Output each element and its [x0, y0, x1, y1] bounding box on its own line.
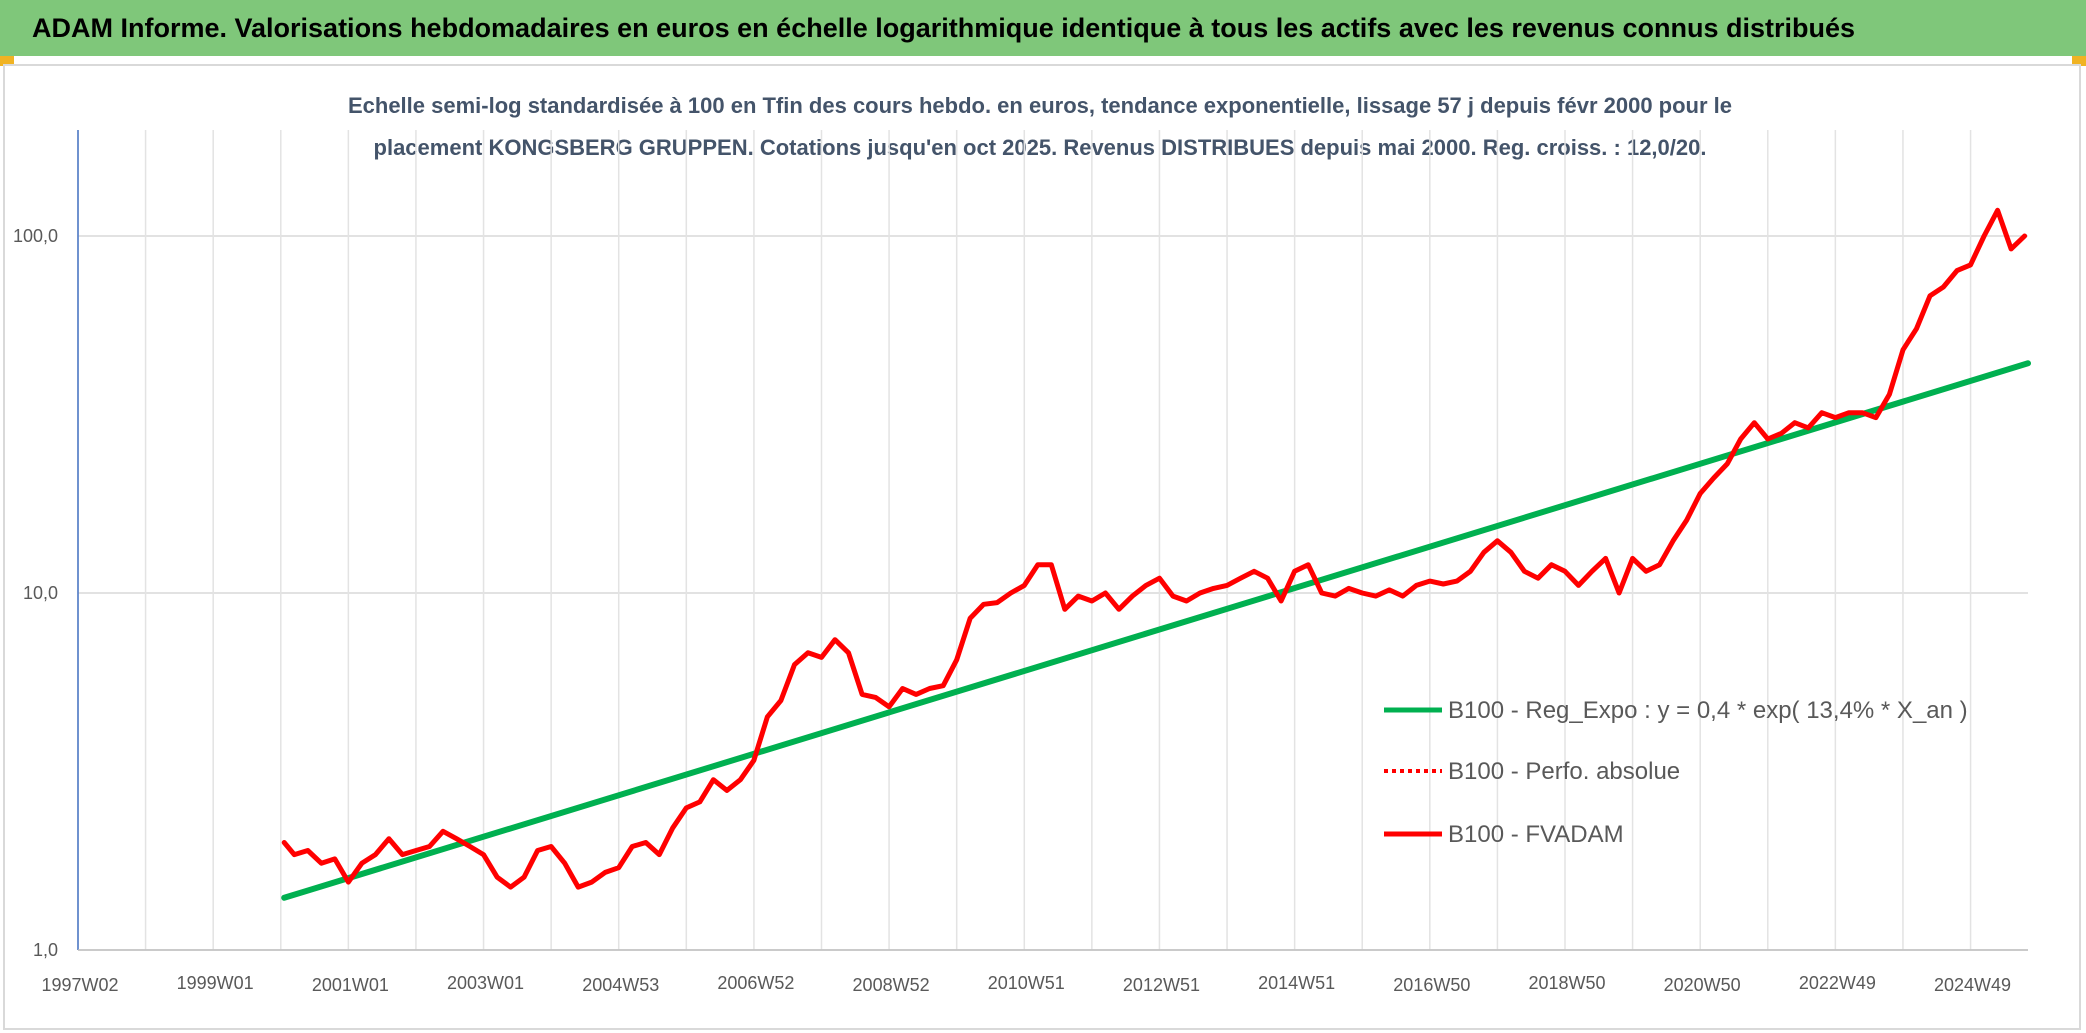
x-tick-label: 2004W53 [582, 975, 659, 995]
x-tick-label: 2022W49 [1799, 973, 1876, 993]
series-line-2 [281, 207, 2028, 890]
x-tick-label: 2018W50 [1528, 973, 1605, 993]
x-tick-label: 2006W52 [717, 973, 794, 993]
y-tick-label: 100,0 [13, 226, 58, 246]
x-tick-label: 2010W51 [988, 973, 1065, 993]
x-tick-label: 2014W51 [1258, 973, 1335, 993]
x-tick-label: 1999W01 [177, 973, 254, 993]
series-line-0 [281, 360, 2031, 901]
x-tick-label: 2024W49 [1934, 975, 2011, 995]
report-banner: ADAM Informe. Valorisations hebdomadaire… [0, 0, 2086, 56]
chart-title-line2: placement KONGSBERG GRUPPEN. Cotations j… [373, 135, 1707, 160]
legend-label-2: B100 - FVADAM [1448, 821, 1624, 848]
x-tick-label: 2008W52 [853, 975, 930, 995]
y-tick-label: 10,0 [23, 583, 58, 603]
x-tick-label: 2003W01 [447, 973, 524, 993]
corner-mark-left [0, 56, 14, 66]
x-tick-label: 1997W02 [41, 975, 118, 995]
x-tick-label: 2020W50 [1664, 975, 1741, 995]
legend-label-1: B100 - Perfo. absolue [1448, 758, 1680, 785]
x-tick-label: 2016W50 [1393, 975, 1470, 995]
chart-frame [3, 64, 2081, 1030]
chart-title-line1: Echelle semi-log standardisée à 100 en T… [347, 93, 1733, 118]
x-tick-label: 2001W01 [312, 975, 389, 995]
y-tick-label: 1,0 [33, 940, 58, 960]
x-tick-label: 2012W51 [1123, 975, 1200, 995]
legend-label-0: B100 - Reg_Expo : y = 0,4 * exp( 13,4% *… [1448, 697, 1968, 724]
corner-mark-right [2072, 56, 2086, 66]
